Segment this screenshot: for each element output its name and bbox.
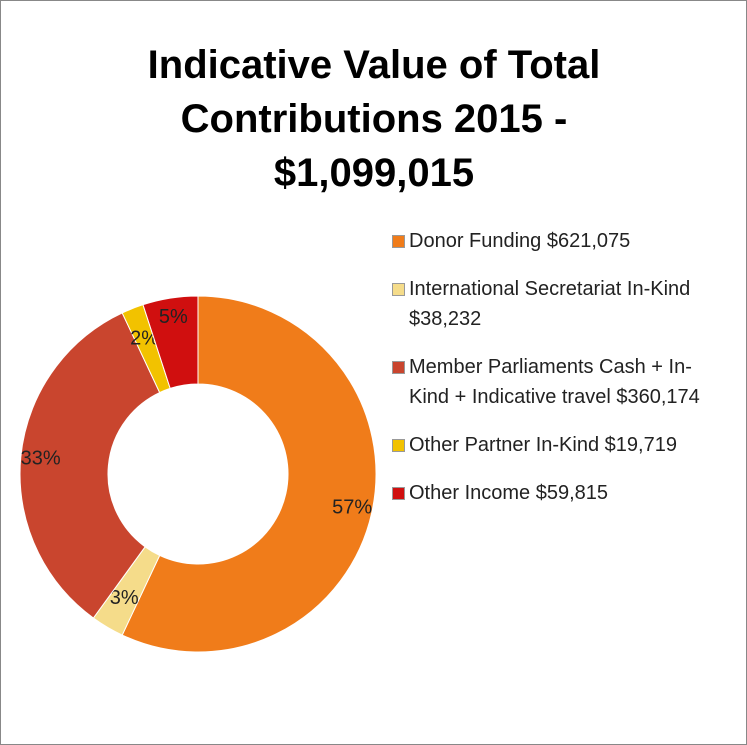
- legend-label: Donor Funding $621,075: [409, 230, 631, 252]
- donut-segment: [142, 295, 199, 390]
- chart-title: Indicative Value of Total Contributions …: [147, 43, 601, 195]
- legend-item: Other Income $59,815: [392, 478, 702, 508]
- legend-swatch: [392, 361, 405, 374]
- data-label: 57%: [332, 497, 372, 519]
- legend-item: Member Parliaments Cash + In-Kind + Indi…: [392, 352, 702, 412]
- legend-item: International Secretariat In-Kind $38,23…: [392, 274, 702, 334]
- legend-item: Other Partner In-Kind $19,719: [392, 430, 702, 460]
- legend-label: Member Parliaments Cash + In-Kind + Indi…: [409, 356, 700, 408]
- legend-label: Other Income $59,815: [409, 482, 609, 504]
- data-label: 33%: [21, 447, 61, 469]
- legend-swatch: [392, 439, 405, 452]
- donut-segment: [121, 295, 377, 653]
- legend-swatch: [392, 235, 405, 248]
- data-label: 5%: [159, 306, 188, 328]
- legend-swatch: [392, 283, 405, 296]
- data-label: 3%: [110, 587, 139, 609]
- legend-label: Other Partner In-Kind $19,719: [409, 434, 677, 456]
- legend-item: Donor Funding $621,075: [392, 226, 702, 256]
- donut-segment: [19, 312, 161, 619]
- legend-swatch: [392, 487, 405, 500]
- legend-label: International Secretariat In-Kind $38,23…: [409, 278, 691, 330]
- legend: Donor Funding $621,075 International Secr…: [392, 226, 702, 526]
